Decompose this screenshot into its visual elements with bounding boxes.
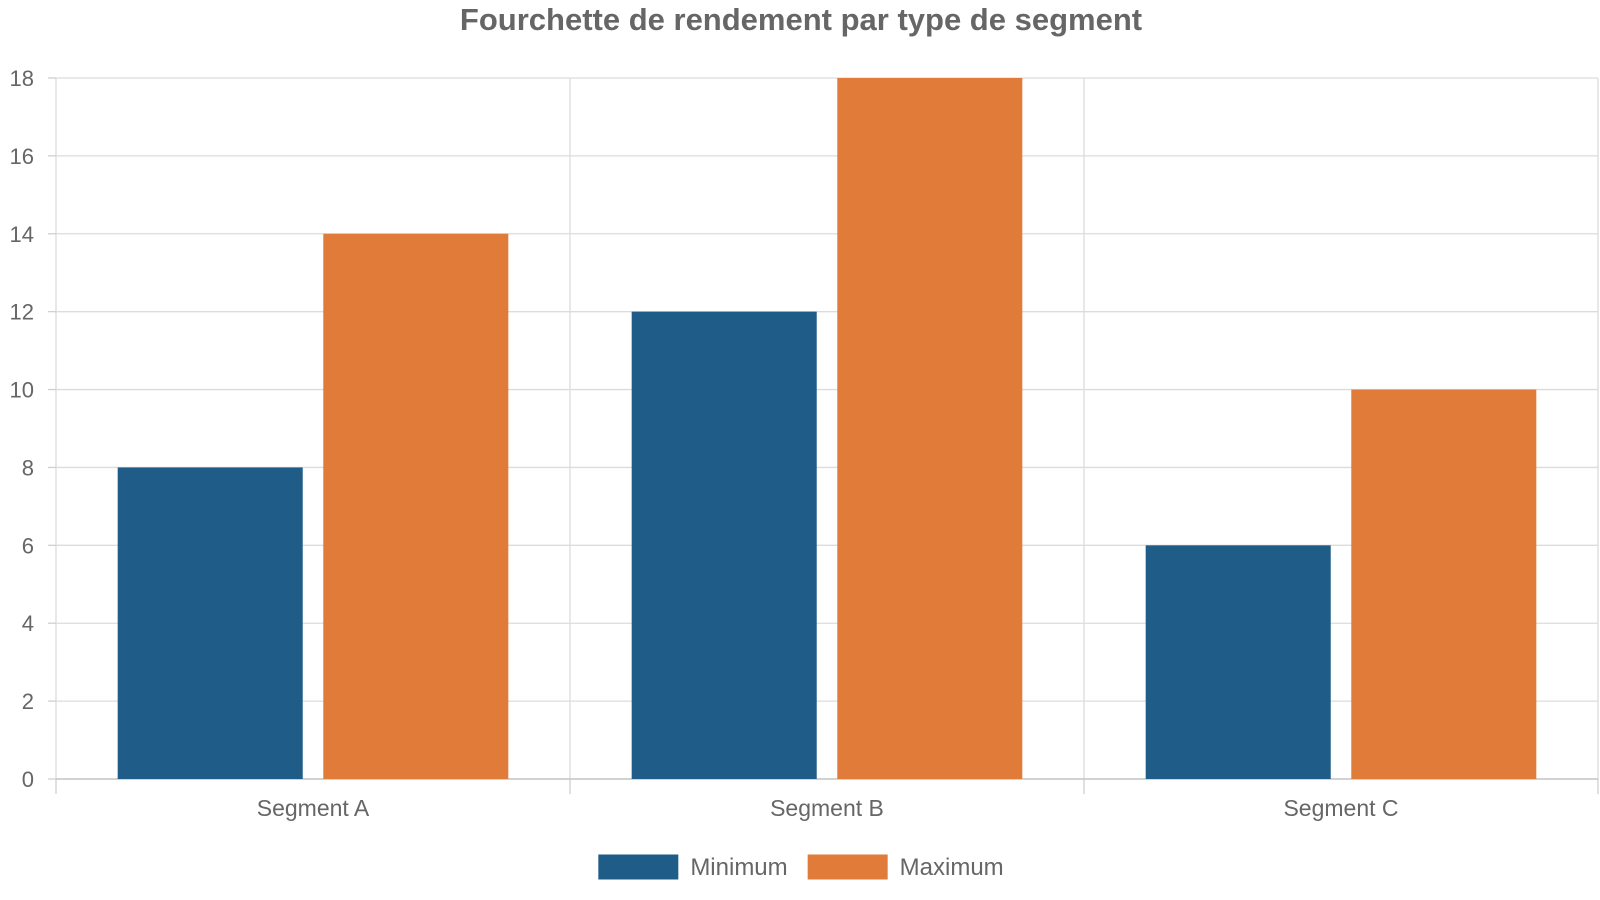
y-tick-label: 4 xyxy=(22,611,34,636)
legend-swatch-minimum xyxy=(598,854,679,880)
axes xyxy=(48,77,1599,794)
bar-maximum-segment-b xyxy=(837,78,1023,779)
y-tick-label: 2 xyxy=(22,689,34,714)
bar-minimum-segment-c xyxy=(1145,545,1331,779)
grid-lines xyxy=(55,77,1599,779)
x-tick-label: Segment A xyxy=(257,795,370,821)
y-tick-label: 18 xyxy=(10,66,34,91)
legend-label-minimum: Minimum xyxy=(690,854,787,881)
y-tick-label: 12 xyxy=(10,300,34,325)
legend: Minimum Maximum xyxy=(598,854,1004,881)
bars xyxy=(117,78,1537,779)
x-tick-label: Segment B xyxy=(770,795,884,821)
legend-label-maximum: Maximum xyxy=(900,854,1004,881)
bar-maximum-segment-a xyxy=(323,233,509,779)
y-tick-label: 6 xyxy=(22,533,34,558)
x-tick-label: Segment C xyxy=(1283,795,1398,821)
y-tick-label: 8 xyxy=(22,455,34,480)
chart-title: Fourchette de rendement par type de segm… xyxy=(460,2,1142,37)
bar-minimum-segment-b xyxy=(631,311,817,779)
legend-swatch-maximum xyxy=(807,854,888,880)
y-tick-label: 0 xyxy=(22,767,34,792)
bar-maximum-segment-c xyxy=(1351,389,1537,779)
y-tick-label: 14 xyxy=(10,222,34,247)
bar-minimum-segment-a xyxy=(117,467,303,779)
y-tick-label: 16 xyxy=(10,144,34,169)
tick-labels: 0 2 4 6 8 10 12 14 16 18 Segment A Segment B Segment… xyxy=(10,66,1399,821)
y-tick-label: 10 xyxy=(10,378,34,403)
